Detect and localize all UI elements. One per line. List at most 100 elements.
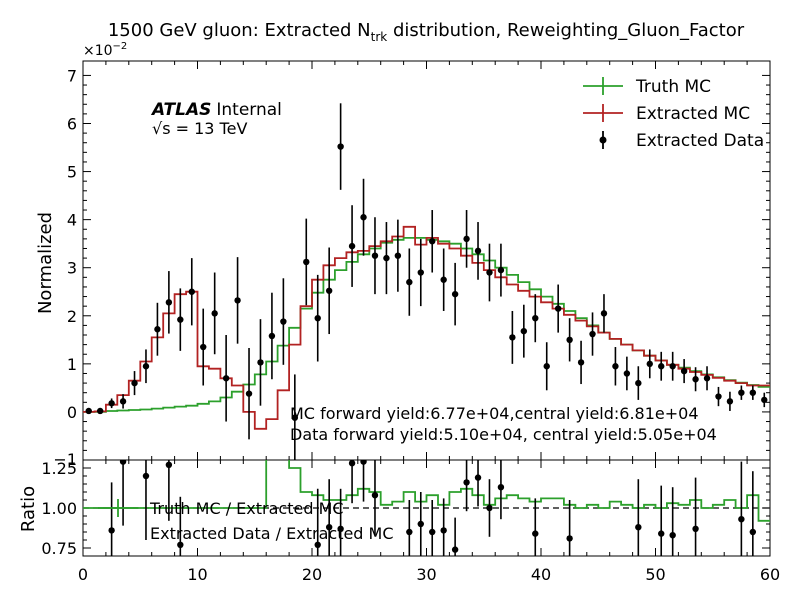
data-point-marker	[440, 276, 447, 283]
ratio-point	[497, 460, 505, 520]
x-tick-label: 40	[531, 565, 551, 584]
data-point	[291, 374, 299, 460]
data-point	[486, 243, 493, 302]
data-point	[314, 274, 321, 362]
x-tick-label: 10	[187, 565, 207, 584]
data-point-marker	[406, 278, 413, 286]
data-point	[589, 312, 596, 356]
data-point	[554, 284, 562, 333]
y-exponent-power: −2	[113, 41, 128, 52]
data-point	[669, 351, 676, 381]
data-point-marker	[188, 288, 195, 295]
ratio-point	[440, 498, 447, 556]
data-point-marker	[337, 143, 344, 150]
chart-title-main: 1500 GeV gluon: Extracted N	[108, 20, 371, 41]
data-point-marker	[154, 326, 161, 333]
ratio-legend-item-truth: Truth MC / Extracted MC	[98, 499, 344, 518]
ratio-point-marker	[486, 504, 493, 512]
ratio-point	[749, 471, 757, 556]
data-point-marker	[303, 258, 310, 266]
data-point	[577, 340, 585, 385]
ratio-point-marker	[497, 484, 505, 491]
x-tick-label: 60	[760, 565, 780, 584]
data-point-marker	[497, 266, 505, 274]
y-exponent-label: ×10−2	[83, 41, 127, 59]
data-point-marker	[85, 407, 92, 415]
data-point	[738, 385, 745, 400]
ratio-point-marker	[177, 541, 184, 548]
data-point	[566, 318, 573, 362]
data-point-marker	[509, 334, 516, 341]
data-point-marker	[520, 327, 528, 335]
data-point	[119, 394, 127, 409]
data-point	[463, 210, 470, 268]
data-point	[257, 319, 264, 406]
y-axis-label: Normalized	[35, 212, 56, 314]
data-point	[406, 248, 413, 316]
data-point	[761, 392, 768, 408]
ratio-point-marker	[440, 527, 447, 534]
y-tick-label: 7	[67, 66, 77, 85]
data-point-marker	[348, 242, 356, 250]
data-point-marker	[314, 314, 321, 322]
data-point	[451, 262, 459, 326]
truth-mc-series	[83, 237, 770, 413]
data-point-marker	[268, 332, 276, 340]
ratio-point-marker	[360, 460, 367, 465]
data-point	[177, 288, 184, 351]
extracted-data-series	[85, 103, 768, 460]
ratio-point-marker	[738, 516, 745, 523]
data-point-marker	[623, 370, 631, 377]
ratio-legend-label-data: Extracted Data / Extracted MC	[150, 524, 394, 543]
data-point-marker	[738, 389, 745, 396]
data-point	[623, 356, 631, 391]
mc-yield-annotation: MC forward yield:6.77e+04,central yield:…	[290, 404, 699, 423]
data-point	[383, 222, 390, 295]
legend: Truth MC Extracted MC Extracted Data	[583, 77, 764, 151]
data-yield-annotation: Data forward yield:5.10e+04, central yie…	[290, 425, 717, 444]
ratio-tick-label: 1.00	[41, 499, 77, 518]
data-point	[543, 342, 550, 391]
ratio-point-marker	[463, 479, 470, 486]
data-point	[703, 366, 711, 391]
data-point	[348, 205, 356, 287]
ratio-point-marker	[749, 528, 757, 536]
ratio-ticks	[82, 459, 771, 557]
data-point	[154, 302, 161, 356]
data-point	[612, 347, 619, 386]
data-point	[371, 217, 379, 295]
data-point	[337, 103, 344, 190]
data-point-marker	[96, 407, 104, 415]
data-point-marker	[486, 269, 493, 276]
data-point	[635, 366, 642, 400]
ratio-point-marker	[108, 527, 115, 534]
data-point-marker	[658, 363, 665, 370]
ratio-tick-label: 1.25	[41, 459, 77, 478]
data-point	[96, 407, 104, 415]
ratio-point-marker	[119, 460, 127, 465]
data-point-marker	[726, 398, 734, 405]
data-point-marker	[669, 363, 676, 370]
x-tick-label: 20	[302, 565, 322, 584]
ratio-point-marker	[314, 541, 321, 548]
x-tick-labels: 0 10 20 30 40 50 60	[78, 565, 780, 584]
legend-label-truth-mc: Truth MC	[635, 77, 711, 97]
data-point-marker	[429, 238, 436, 245]
y-tick-label: 2	[67, 307, 77, 326]
data-point	[680, 359, 688, 384]
ratio-point-marker	[348, 460, 356, 467]
data-point	[142, 349, 150, 384]
data-point	[726, 391, 734, 411]
ratio-point	[738, 461, 745, 556]
data-point-marker	[142, 363, 150, 370]
x-tick-label: 0	[78, 565, 88, 584]
ratio-point	[486, 479, 493, 537]
ratio-legend-label-truth: Truth MC / Extracted MC	[149, 499, 344, 518]
data-point	[303, 218, 310, 306]
data-point-marker	[749, 389, 757, 396]
ratio-point	[532, 498, 539, 556]
y-tick-label: 0	[67, 403, 77, 422]
data-point-marker	[200, 343, 207, 351]
data-point-marker	[383, 254, 390, 262]
main-ticks	[82, 61, 771, 461]
